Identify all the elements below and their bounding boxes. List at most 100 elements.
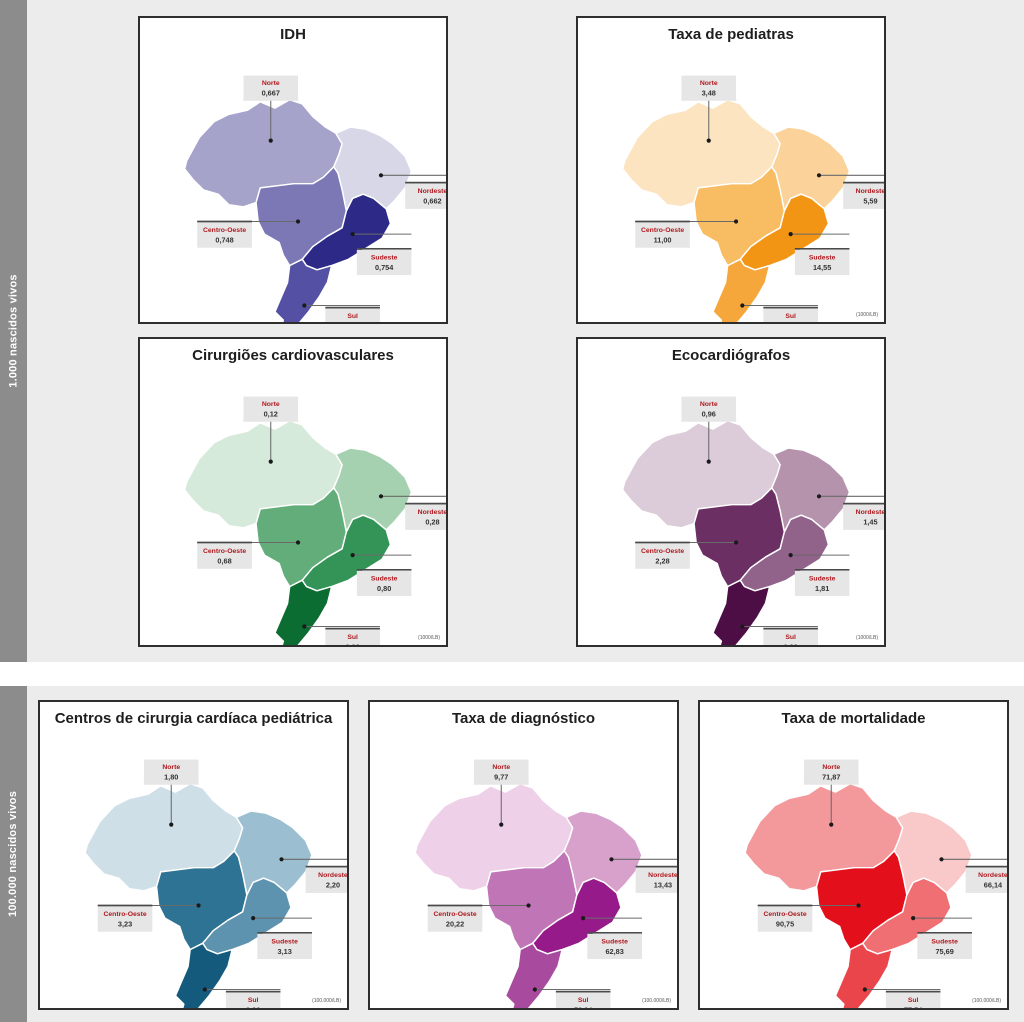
region-sudeste xyxy=(739,193,830,271)
region-name-centro-oeste: Centro-Oeste xyxy=(103,911,146,918)
marker-dot-centro-oeste xyxy=(295,219,301,224)
region-name-nordeste: Nordeste xyxy=(318,872,348,879)
unit-note: (1000/LB) xyxy=(856,312,878,318)
region-value-sudeste: 1,81 xyxy=(815,584,829,593)
label-box-centro-oeste xyxy=(635,222,690,248)
region-sudeste xyxy=(301,193,392,271)
region-name-sudeste: Sudeste xyxy=(809,575,836,582)
label-box-norte xyxy=(143,759,199,785)
marker-dot-centro-oeste xyxy=(526,903,531,908)
marker-dot-sudeste xyxy=(911,916,916,921)
map-title: IDH xyxy=(280,26,306,43)
map-panel-pediatras: Taxa de pediatras Norte 3,48 Nordeste 5,59 Ce… xyxy=(576,16,886,324)
map-panel-idh: IDH Norte 0,667 Nordeste 0,662 Centro-Oeste 0,… xyxy=(138,16,448,324)
map-title: Taxa de diagnóstico xyxy=(451,710,596,727)
region-value-sudeste: 62,83 xyxy=(605,947,623,956)
label-box-centro-oeste xyxy=(197,222,252,248)
label-box-norte xyxy=(243,396,299,422)
unit-note: (100.000/LB) xyxy=(312,998,341,1004)
marker-dot-sudeste xyxy=(788,553,793,558)
region-value-nordeste: 66,14 xyxy=(984,881,1003,890)
unit-note: (100.000/LB) xyxy=(642,998,671,1004)
region-value-nordeste: 1,45 xyxy=(863,518,877,527)
region-name-norte: Norte xyxy=(162,764,180,771)
map-title: Cirurgiões cardiovasculares xyxy=(192,347,394,364)
region-value-sul: 13,71 xyxy=(781,322,799,324)
region-name-norte: Norte xyxy=(700,80,718,87)
map-title: Ecocardiógrafos xyxy=(671,347,791,364)
marker-dot-sudeste xyxy=(350,232,355,237)
label-box-sudeste xyxy=(587,933,642,960)
label-box-nordeste xyxy=(843,183,884,209)
label-box-sudeste xyxy=(794,570,850,597)
region-sul xyxy=(174,942,233,1008)
map-svg: Norte 0,667 Nordeste 0,662 Centro-Oeste0,748… xyxy=(183,75,448,324)
brazil-map: Norte 9,77 Nordeste 13,43 Centro-Oeste 20,22 S… xyxy=(414,759,678,1010)
region-name-nordeste: Nordeste xyxy=(418,188,448,195)
marker-dot-norte xyxy=(706,459,711,464)
brazil-map: Norte 0,667 Nordeste 0,662 Centro-Oeste0,748… xyxy=(183,75,448,324)
map-panel-centros: Centros de cirurgia cardíaca pediátrica N… xyxy=(38,700,349,1010)
region-name-sul: Sul xyxy=(347,313,358,320)
marker-dot-sul xyxy=(532,987,537,992)
label-box-sul xyxy=(325,629,380,645)
label-box-norte xyxy=(681,396,737,422)
region-value-sul: 56,94 xyxy=(574,1006,593,1010)
brazil-map: Norte 0,96 Nordeste 1,45 Centro-Oeste 2,28 Sud… xyxy=(621,396,884,645)
marker-dot-centro-oeste xyxy=(733,540,739,545)
region-name-centro-oeste: Centro-Oeste xyxy=(433,911,476,918)
region-name-nordeste: Nordeste xyxy=(978,872,1008,879)
label-box-nordeste xyxy=(405,183,446,209)
region-value-norte: 3,48 xyxy=(702,89,716,98)
band-label-1000: 1.000 nascidos vivos xyxy=(0,0,27,662)
region-name-centro-oeste: Centro-Oeste xyxy=(641,548,684,555)
map-svg: Norte 0,12 Nordeste 0,28 Centro-Oeste 0,68 Sud… xyxy=(183,396,448,645)
region-name-nordeste: Nordeste xyxy=(648,872,678,879)
region-name-sudeste: Sudeste xyxy=(371,254,398,261)
brazil-map: Norte 0,12 Nordeste 0,28 Centro-Oeste 0,68 Sud… xyxy=(183,396,448,645)
brazil-map: Norte 1,80 Nordeste 2,20 Centro-Oeste 3,23 Sud… xyxy=(84,759,348,1008)
region-value-nordeste: 13,43 xyxy=(654,881,672,890)
region-name-sudeste: Sudeste xyxy=(931,938,958,945)
label-box-centro-oeste xyxy=(757,906,813,932)
label-box-norte xyxy=(243,75,299,101)
region-value-centro-oeste: 3,23 xyxy=(118,920,132,929)
region-sul xyxy=(712,579,771,645)
label-box-norte xyxy=(803,759,859,785)
map-svg: Norte 9,77 Nordeste 13,43 Centro-Oeste 20,22 S… xyxy=(414,759,678,1010)
region-value-norte: 1,80 xyxy=(164,773,178,782)
region-value-nordeste: 0,28 xyxy=(425,518,439,527)
region-sul xyxy=(712,258,771,322)
unit-note: (100.000/LB) xyxy=(972,998,1001,1004)
region-value-nordeste: 5,59 xyxy=(863,197,877,206)
map-svg: Norte 71,87 Nordeste 66,14 Centro-Oeste 90,75… xyxy=(744,759,1008,1010)
marker-dot-sul xyxy=(302,303,307,308)
marker-dot-nordeste xyxy=(609,857,614,862)
map-svg: Norte 0,96 Nordeste 1,45 Centro-Oeste 2,28 Sud… xyxy=(621,396,884,645)
marker-dot-nordeste xyxy=(816,494,822,499)
marker-dot-centro-oeste xyxy=(196,903,201,908)
label-box-sul xyxy=(555,992,611,1008)
marker-dot-norte xyxy=(169,822,174,827)
region-name-centro-oeste: Centro-Oeste xyxy=(203,548,246,555)
region-value-norte: 9,77 xyxy=(494,773,508,782)
marker-dot-sul xyxy=(862,987,867,992)
region-value-centro-oeste: 11,00 xyxy=(654,235,672,244)
unit-note: (1000/LB) xyxy=(856,635,878,641)
map-panel-mortalidade: Taxa de mortalidade Norte 71,87 Nordeste 66,… xyxy=(698,700,1009,1010)
region-value-nordeste: 0,662 xyxy=(423,197,441,206)
label-box-sul xyxy=(225,992,281,1008)
region-value-nordeste: 2,20 xyxy=(326,881,340,890)
region-sudeste xyxy=(862,877,952,955)
marker-dot-nordeste xyxy=(279,857,284,862)
region-value-centro-oeste: 0,68 xyxy=(217,557,231,566)
region-name-sudeste: Sudeste xyxy=(809,254,836,261)
brazil-map: Norte 71,87 Nordeste 66,14 Centro-Oeste 90,75… xyxy=(744,759,1008,1010)
marker-dot-sudeste xyxy=(581,916,586,921)
region-name-norte: Norte xyxy=(700,401,718,408)
region-name-nordeste: Nordeste xyxy=(418,509,448,516)
region-value-sul: 77,54 xyxy=(904,1006,923,1010)
region-value-sul: 0,753 xyxy=(343,322,361,324)
